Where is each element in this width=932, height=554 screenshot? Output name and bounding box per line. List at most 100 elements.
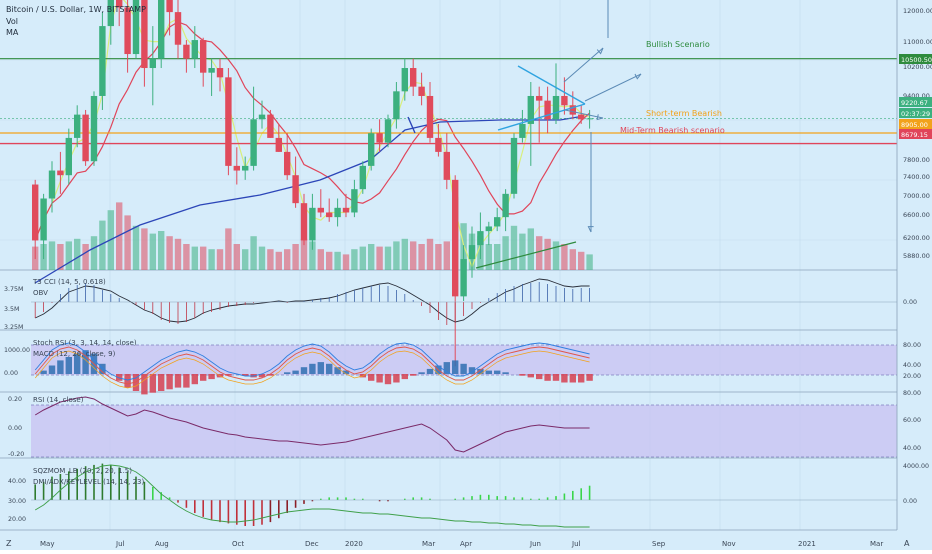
macd-histogram-bar [326,363,333,374]
volume-bar [250,236,257,270]
rsi-label: RSI (14, close) [33,396,84,404]
macd-histogram-bar [586,374,593,381]
time-tick-label: Apr [460,540,472,548]
sqz-left-tick: 20.00 [8,516,26,523]
candle-body [510,137,518,194]
volume-bar [183,244,190,270]
candle-body [485,226,492,232]
candle-body [326,212,333,218]
volume-bar [544,238,551,270]
candle-body [384,119,392,143]
candle-body [149,58,156,69]
bullish-arrow [563,47,604,83]
stoch-left-tick: 1000.00 [4,347,30,354]
macd-histogram-bar [141,374,148,395]
volume-bar [435,244,442,270]
price-tag [899,97,932,107]
price-tag [899,119,932,129]
candle-body [460,259,467,297]
tcci-left-tick: 3.5M [4,306,19,313]
price-axis-strip [897,0,932,550]
candle-body [351,189,358,213]
price-tick-label: 6600.00 [903,211,930,219]
rsi-right-tick: 60.00 [903,417,921,424]
price-tick-label: 7800.00 [903,156,930,164]
macd-histogram-bar [284,372,291,374]
macd-histogram-bar [158,374,165,391]
candle-body [376,133,383,143]
time-tick-label: Dec [305,540,319,548]
volume-bar [485,244,492,270]
time-tick-label: Mar [422,540,435,548]
candle-body [158,0,165,59]
volume-bar [141,228,148,270]
stoch-right-tick: 20.00 [903,373,921,380]
volume-bar [74,238,81,270]
time-tick-label: Jun [529,540,541,548]
macd-histogram-bar [561,374,568,383]
rsi-right-tick: 40.00 [903,445,921,452]
candle-body [401,68,408,92]
candle-body [233,165,240,171]
macd-histogram-bar [376,374,383,383]
candle-body [292,175,299,204]
volume-bar [99,220,106,270]
volume-bar [57,244,64,270]
macd-histogram-bar [48,365,56,374]
candle-body [544,100,551,120]
candle-body [116,0,123,8]
macd-histogram-bar [452,360,459,374]
sqz-right-tick: 0.00 [903,498,917,505]
macd-histogram-bar [65,357,72,374]
candle-body [536,95,543,101]
volume-bar [116,202,123,270]
volume-bar [376,246,383,270]
rsi-left-tick: 0.00 [8,425,22,432]
macd-histogram-bar [569,374,576,383]
time-tick-label: Jul [571,540,581,548]
volume-bar [158,231,165,270]
macd-histogram-bar [225,374,232,376]
macd-histogram-bar [401,374,408,380]
continuation-arrow [584,73,642,102]
volume-bar [258,246,266,270]
stoch-label: Stoch RSI (3, 3, 14, 14, close) [33,339,137,347]
time-tick-label: May [40,540,54,548]
candle-body [502,193,509,218]
volume-bar [267,249,274,270]
volume-bar [166,236,173,270]
volume-bar [510,225,518,270]
volume-bar [502,236,509,270]
price-tick-label: 10200.00 [903,63,932,71]
bullish-scenario-label: Bullish Scenario [646,40,710,49]
macd-histogram-bar [183,374,190,388]
candle-body [267,114,274,138]
price-tick-label: 12000.00 [903,7,932,15]
continuation-arrow-head [634,73,642,80]
volume-bar [334,251,341,270]
macd-signal-line [34,350,590,389]
volume-bar [225,228,232,270]
candle-body [309,207,316,241]
volume-bar [309,241,316,270]
corner-right-label: A [904,539,910,548]
macd-histogram-bar [191,374,198,385]
macd-histogram-bar [494,370,501,374]
candle-body [443,151,450,180]
price-tick-label: 11000.00 [903,38,932,46]
volume-bar [208,249,215,270]
volume-bar [443,241,450,270]
candle-body [166,0,173,13]
volume-bar [242,249,249,270]
candle-body [275,137,282,152]
macd-histogram-bar [208,374,215,380]
time-tick-label: Oct [232,540,244,548]
time-tick-label: Jul [115,540,125,548]
macd-histogram-bar [342,370,350,374]
price-tag-label: 10500.50 [901,56,932,64]
macd-histogram-bar [242,374,249,376]
macd-histogram-bar [418,372,425,374]
volume-bar [326,251,333,270]
candle-body [65,137,72,176]
